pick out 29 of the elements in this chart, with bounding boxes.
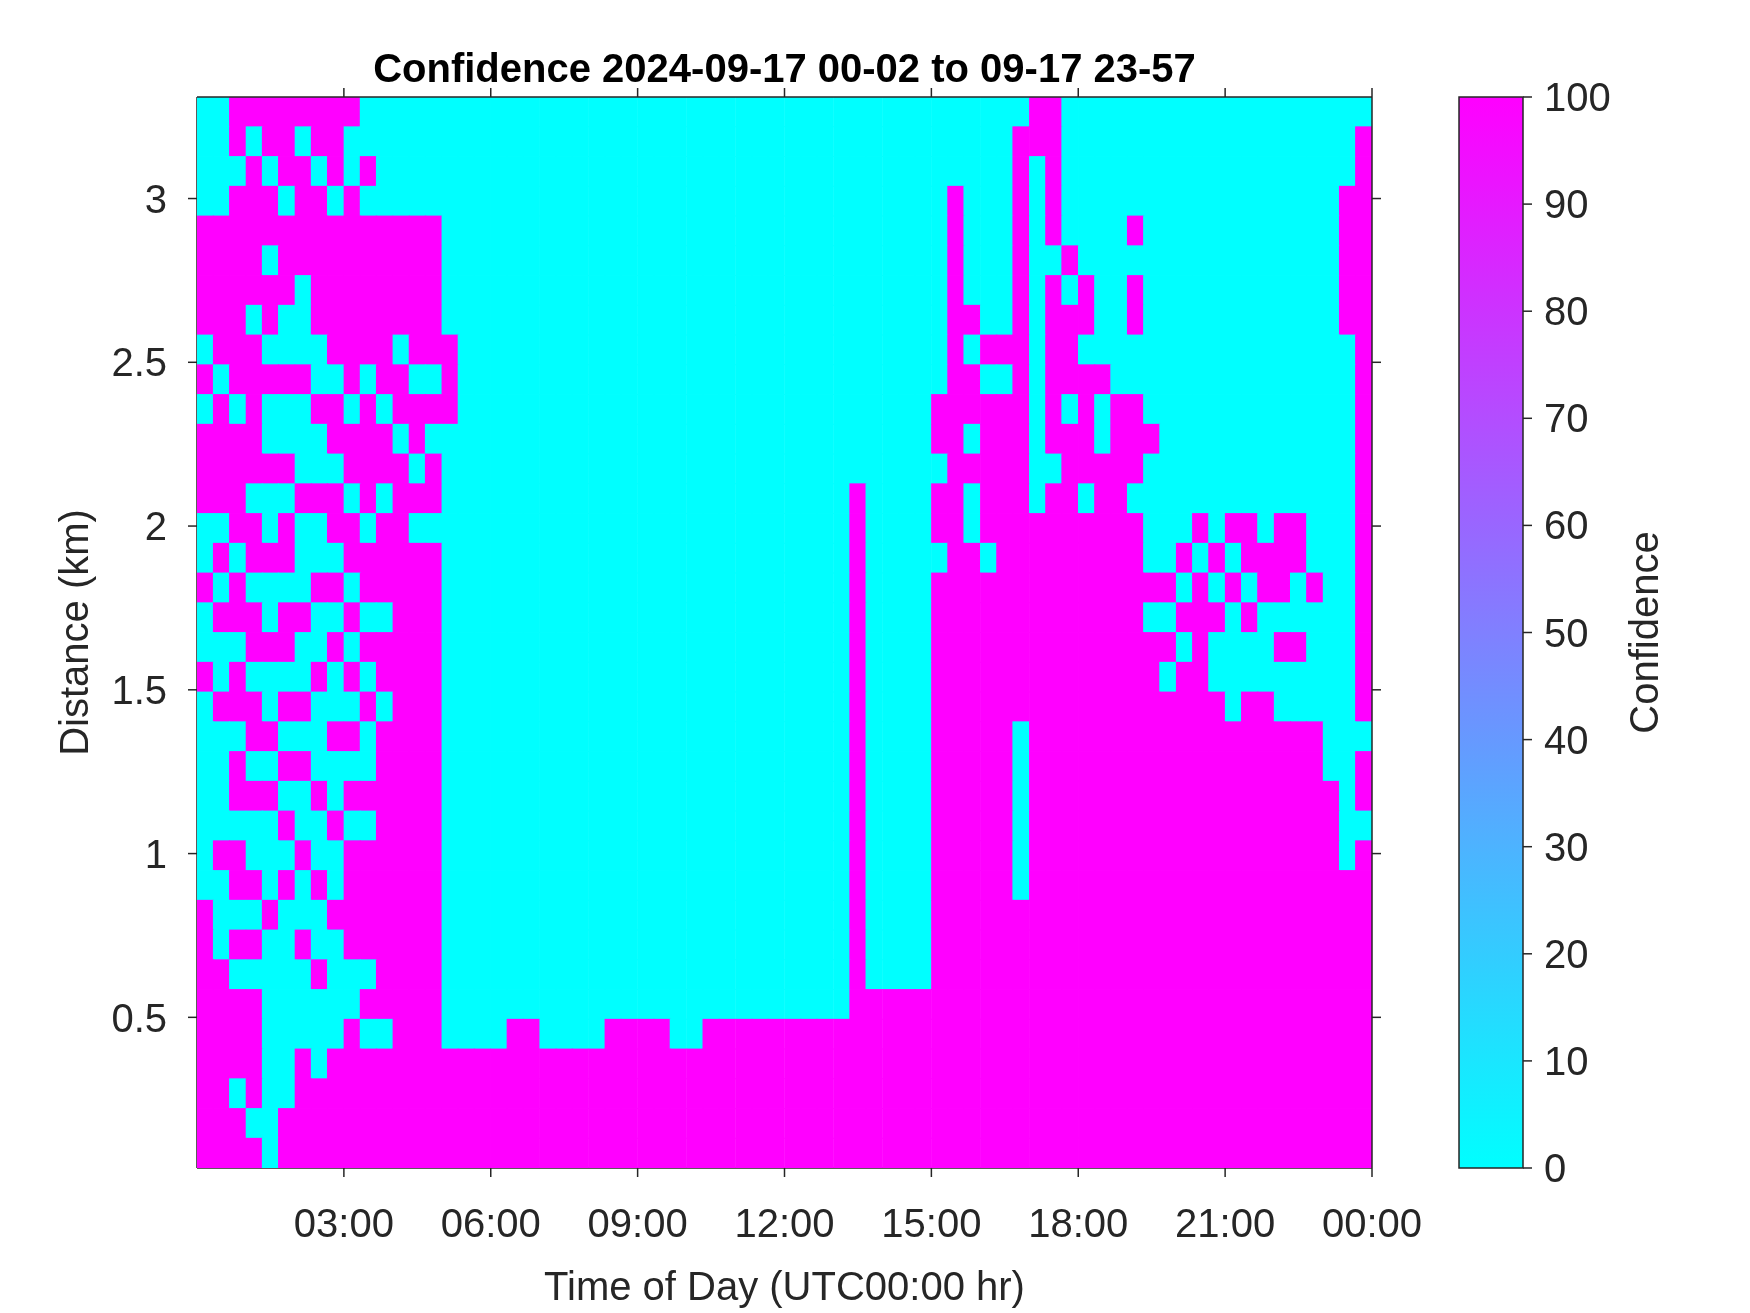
chart-title: Confidence 2024-09-17 00-02 to 09-17 23-57 (373, 46, 1196, 90)
x-tick-label: 12:00 (734, 1201, 835, 1246)
y-tick-label: 3 (144, 176, 167, 221)
y-tick-label: 2.5 (111, 340, 167, 385)
x-tick-label: 21:00 (1175, 1201, 1276, 1246)
color-bar-label: 70 (1544, 396, 1589, 441)
color-bar-label: 0 (1544, 1146, 1567, 1190)
color-bar-label: 10 (1544, 1038, 1589, 1083)
color-bar-label: 50 (1544, 610, 1589, 655)
color-bar-label: 80 (1544, 289, 1589, 334)
x-tick-label: 15:00 (881, 1201, 982, 1246)
color-bar-label: 60 (1544, 503, 1589, 548)
x-tick-label: 06:00 (440, 1201, 541, 1246)
color-bar-title: Confidence (1622, 531, 1666, 734)
y-tick-label: 1 (144, 831, 167, 876)
x-tick-label: 09:00 (587, 1201, 688, 1246)
x-tick-label: 00:00 (1321, 1201, 1423, 1246)
color-bar-label: 40 (1544, 717, 1589, 762)
x-tick-label: 03:00 (293, 1201, 394, 1246)
y-tick-label: 0.5 (111, 995, 167, 1040)
color-bar-label: 90 (1544, 182, 1589, 227)
y-axis-title: Distance (km) (52, 509, 96, 756)
color-bar-label: 30 (1544, 824, 1589, 869)
y-tick-label: 2 (144, 504, 167, 549)
x-tick-label: 18:00 (1028, 1201, 1129, 1246)
x-axis-title: Time of Day (UTC00:00 hr) (544, 1264, 1025, 1308)
color-bar-label: 100 (1544, 75, 1611, 119)
y-tick-label: 1.5 (111, 668, 167, 713)
color-bar-label: 20 (1544, 931, 1589, 976)
